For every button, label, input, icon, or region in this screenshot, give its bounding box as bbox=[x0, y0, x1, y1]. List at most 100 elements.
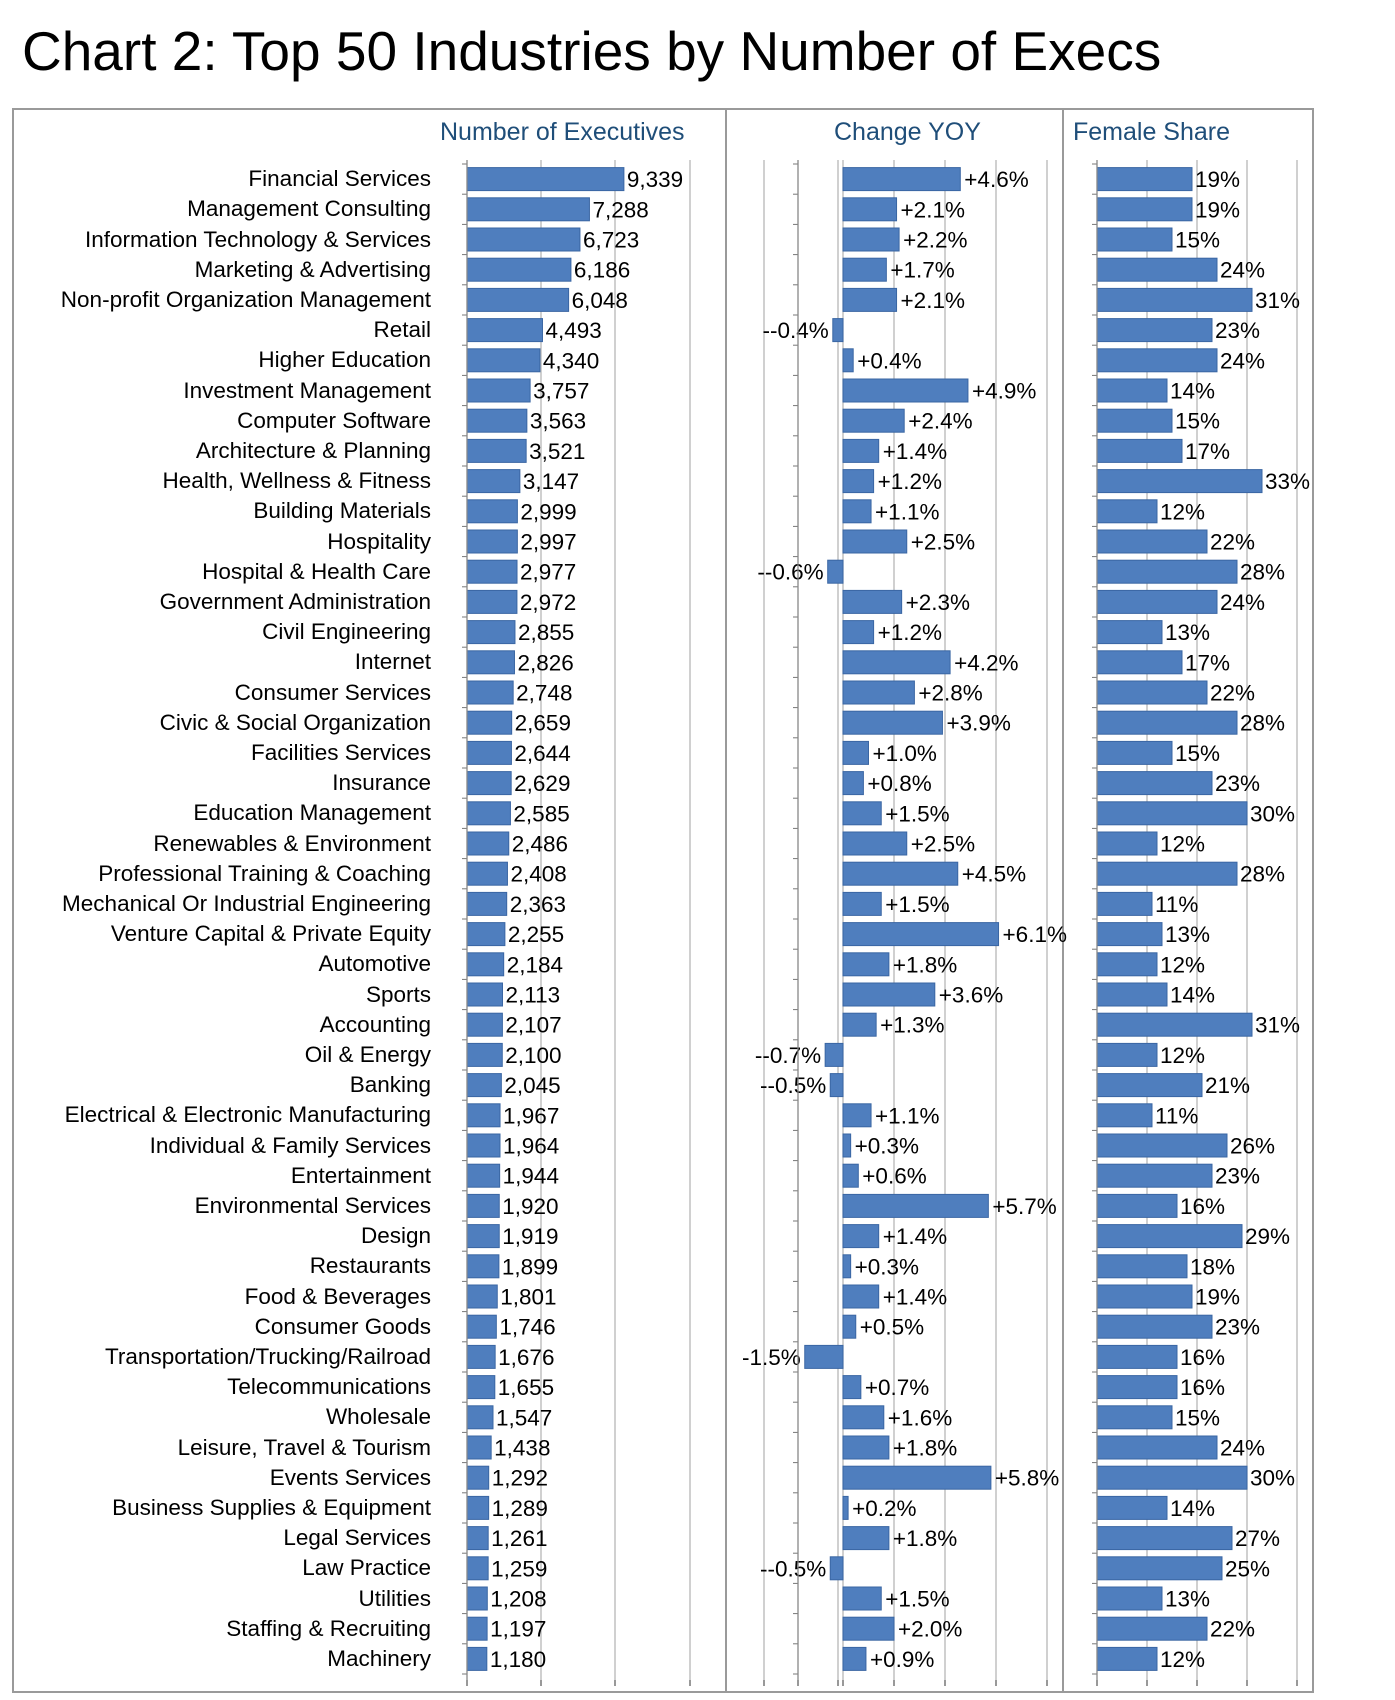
executives-bar bbox=[466, 167, 625, 192]
change-yoy-value-label: +0.3% bbox=[855, 1134, 919, 1159]
change-yoy-value-label: +1.1% bbox=[875, 499, 939, 524]
female-share-bar bbox=[1096, 1586, 1163, 1611]
industry-label: Retail bbox=[373, 317, 431, 343]
executives-bar bbox=[466, 680, 514, 705]
female-share-bar bbox=[1096, 680, 1208, 705]
change-yoy-bar bbox=[842, 1616, 895, 1641]
industry-label: Banking bbox=[349, 1072, 431, 1098]
executives-value-label: 6,723 bbox=[583, 228, 639, 253]
female-share-value-label: 30% bbox=[1250, 801, 1295, 826]
executives-value-label: 1,920 bbox=[502, 1194, 558, 1219]
female-share-value-label: 14% bbox=[1170, 1496, 1215, 1521]
change-yoy-value-label: +0.3% bbox=[855, 1254, 919, 1279]
executives-value-label: 1,289 bbox=[492, 1496, 548, 1521]
female-share-value-label: 15% bbox=[1175, 409, 1220, 434]
executives-bar bbox=[466, 1344, 496, 1369]
change-yoy-bar bbox=[842, 1435, 890, 1460]
female-share-bar bbox=[1096, 801, 1248, 826]
change-yoy-bar bbox=[842, 1254, 852, 1279]
change-yoy-bar bbox=[842, 499, 872, 524]
executives-value-label: 2,972 bbox=[520, 590, 576, 615]
chart-frame bbox=[12, 108, 1314, 1693]
change-yoy-bar bbox=[842, 1163, 859, 1188]
executives-bar bbox=[466, 408, 528, 433]
industry-label: Leisure, Travel & Tourism bbox=[177, 1434, 431, 1460]
executives-bar bbox=[466, 227, 581, 252]
industry-label: Consumer Services bbox=[234, 679, 431, 705]
change-yoy-bar bbox=[842, 1133, 852, 1158]
female-share-value-label: 12% bbox=[1160, 1647, 1205, 1672]
female-share-bar bbox=[1096, 287, 1253, 312]
executives-bar bbox=[466, 438, 527, 463]
female-share-bar bbox=[1096, 1133, 1228, 1158]
female-share-value-label: 24% bbox=[1220, 348, 1265, 373]
executives-value-label: 1,547 bbox=[496, 1405, 552, 1430]
change-yoy-value-label: +1.5% bbox=[885, 1587, 949, 1612]
panel-header-executives: Number of Executives bbox=[440, 118, 685, 146]
industry-label: Renewables & Environment bbox=[153, 830, 431, 856]
executives-bar bbox=[466, 589, 518, 614]
female-share-bar bbox=[1096, 1163, 1213, 1188]
executives-value-label: 3,563 bbox=[530, 409, 586, 434]
change-yoy-value-label: +2.2% bbox=[903, 228, 967, 253]
female-share-value-label: 23% bbox=[1215, 318, 1260, 343]
female-share-bar bbox=[1096, 1073, 1203, 1098]
female-share-bar bbox=[1096, 1435, 1218, 1460]
female-share-bar bbox=[1096, 167, 1193, 192]
female-share-value-label: 15% bbox=[1175, 1405, 1220, 1430]
change-yoy-value-label: +0.8% bbox=[867, 771, 931, 796]
industry-label: Machinery bbox=[327, 1645, 431, 1671]
female-share-bar bbox=[1096, 408, 1173, 433]
industry-label: Staffing & Recruiting bbox=[226, 1615, 431, 1641]
female-share-bar bbox=[1096, 1193, 1178, 1218]
change-yoy-bar bbox=[842, 287, 898, 312]
executives-value-label: 2,113 bbox=[505, 983, 560, 1008]
female-share-value-label: 16% bbox=[1180, 1375, 1225, 1400]
executives-value-label: 2,363 bbox=[510, 892, 566, 917]
executives-value-label: 1,746 bbox=[499, 1315, 555, 1340]
female-share-value-label: 23% bbox=[1215, 771, 1260, 796]
change-yoy-bar bbox=[842, 771, 864, 796]
executives-bar bbox=[466, 1254, 500, 1279]
change-yoy-bar bbox=[842, 982, 936, 1007]
industry-label: Telecommunications bbox=[227, 1374, 431, 1400]
industry-label: Restaurants bbox=[309, 1253, 431, 1279]
change-yoy-value-label: +1.2% bbox=[878, 469, 942, 494]
change-yoy-value-label: +1.7% bbox=[890, 258, 954, 283]
change-yoy-value-label: --0.5% bbox=[760, 1073, 826, 1098]
executives-bar bbox=[466, 469, 521, 494]
executives-value-label: 6,186 bbox=[574, 258, 630, 283]
executives-value-label: 7,288 bbox=[592, 197, 648, 222]
change-yoy-bar bbox=[842, 469, 875, 494]
female-share-bar bbox=[1096, 891, 1153, 916]
executives-bar bbox=[466, 1465, 490, 1490]
change-yoy-bar bbox=[842, 438, 880, 463]
female-share-value-label: 24% bbox=[1220, 590, 1265, 615]
female-share-bar bbox=[1096, 559, 1238, 584]
executives-bar bbox=[466, 1405, 494, 1430]
female-share-value-label: 28% bbox=[1240, 711, 1285, 736]
executives-bar bbox=[466, 620, 516, 645]
change-yoy-bar bbox=[824, 1042, 844, 1067]
female-share-value-label: 15% bbox=[1175, 741, 1220, 766]
executives-bar bbox=[466, 1103, 501, 1128]
change-yoy-value-label: +1.5% bbox=[885, 892, 949, 917]
female-share-bar bbox=[1096, 740, 1173, 765]
executives-bar bbox=[466, 1163, 501, 1188]
change-yoy-bar bbox=[842, 1103, 872, 1128]
industry-label: Non-profit Organization Management bbox=[60, 286, 431, 312]
change-yoy-bar bbox=[842, 680, 915, 705]
industry-label: Hospital & Health Care bbox=[202, 558, 431, 584]
female-share-value-label: 16% bbox=[1180, 1194, 1225, 1219]
female-share-value-label: 14% bbox=[1170, 379, 1215, 404]
panel-divider-1 bbox=[725, 108, 727, 1693]
executives-value-label: 3,147 bbox=[523, 469, 579, 494]
executives-bar bbox=[466, 1435, 492, 1460]
executives-value-label: 1,261 bbox=[491, 1526, 547, 1551]
executives-bar bbox=[466, 1042, 503, 1067]
change-yoy-value-label: +2.0% bbox=[898, 1617, 962, 1642]
female-share-bar bbox=[1096, 1224, 1243, 1249]
executives-bar bbox=[466, 1224, 500, 1249]
change-yoy-value-label: +1.8% bbox=[893, 1436, 957, 1461]
executives-bar bbox=[466, 348, 541, 373]
